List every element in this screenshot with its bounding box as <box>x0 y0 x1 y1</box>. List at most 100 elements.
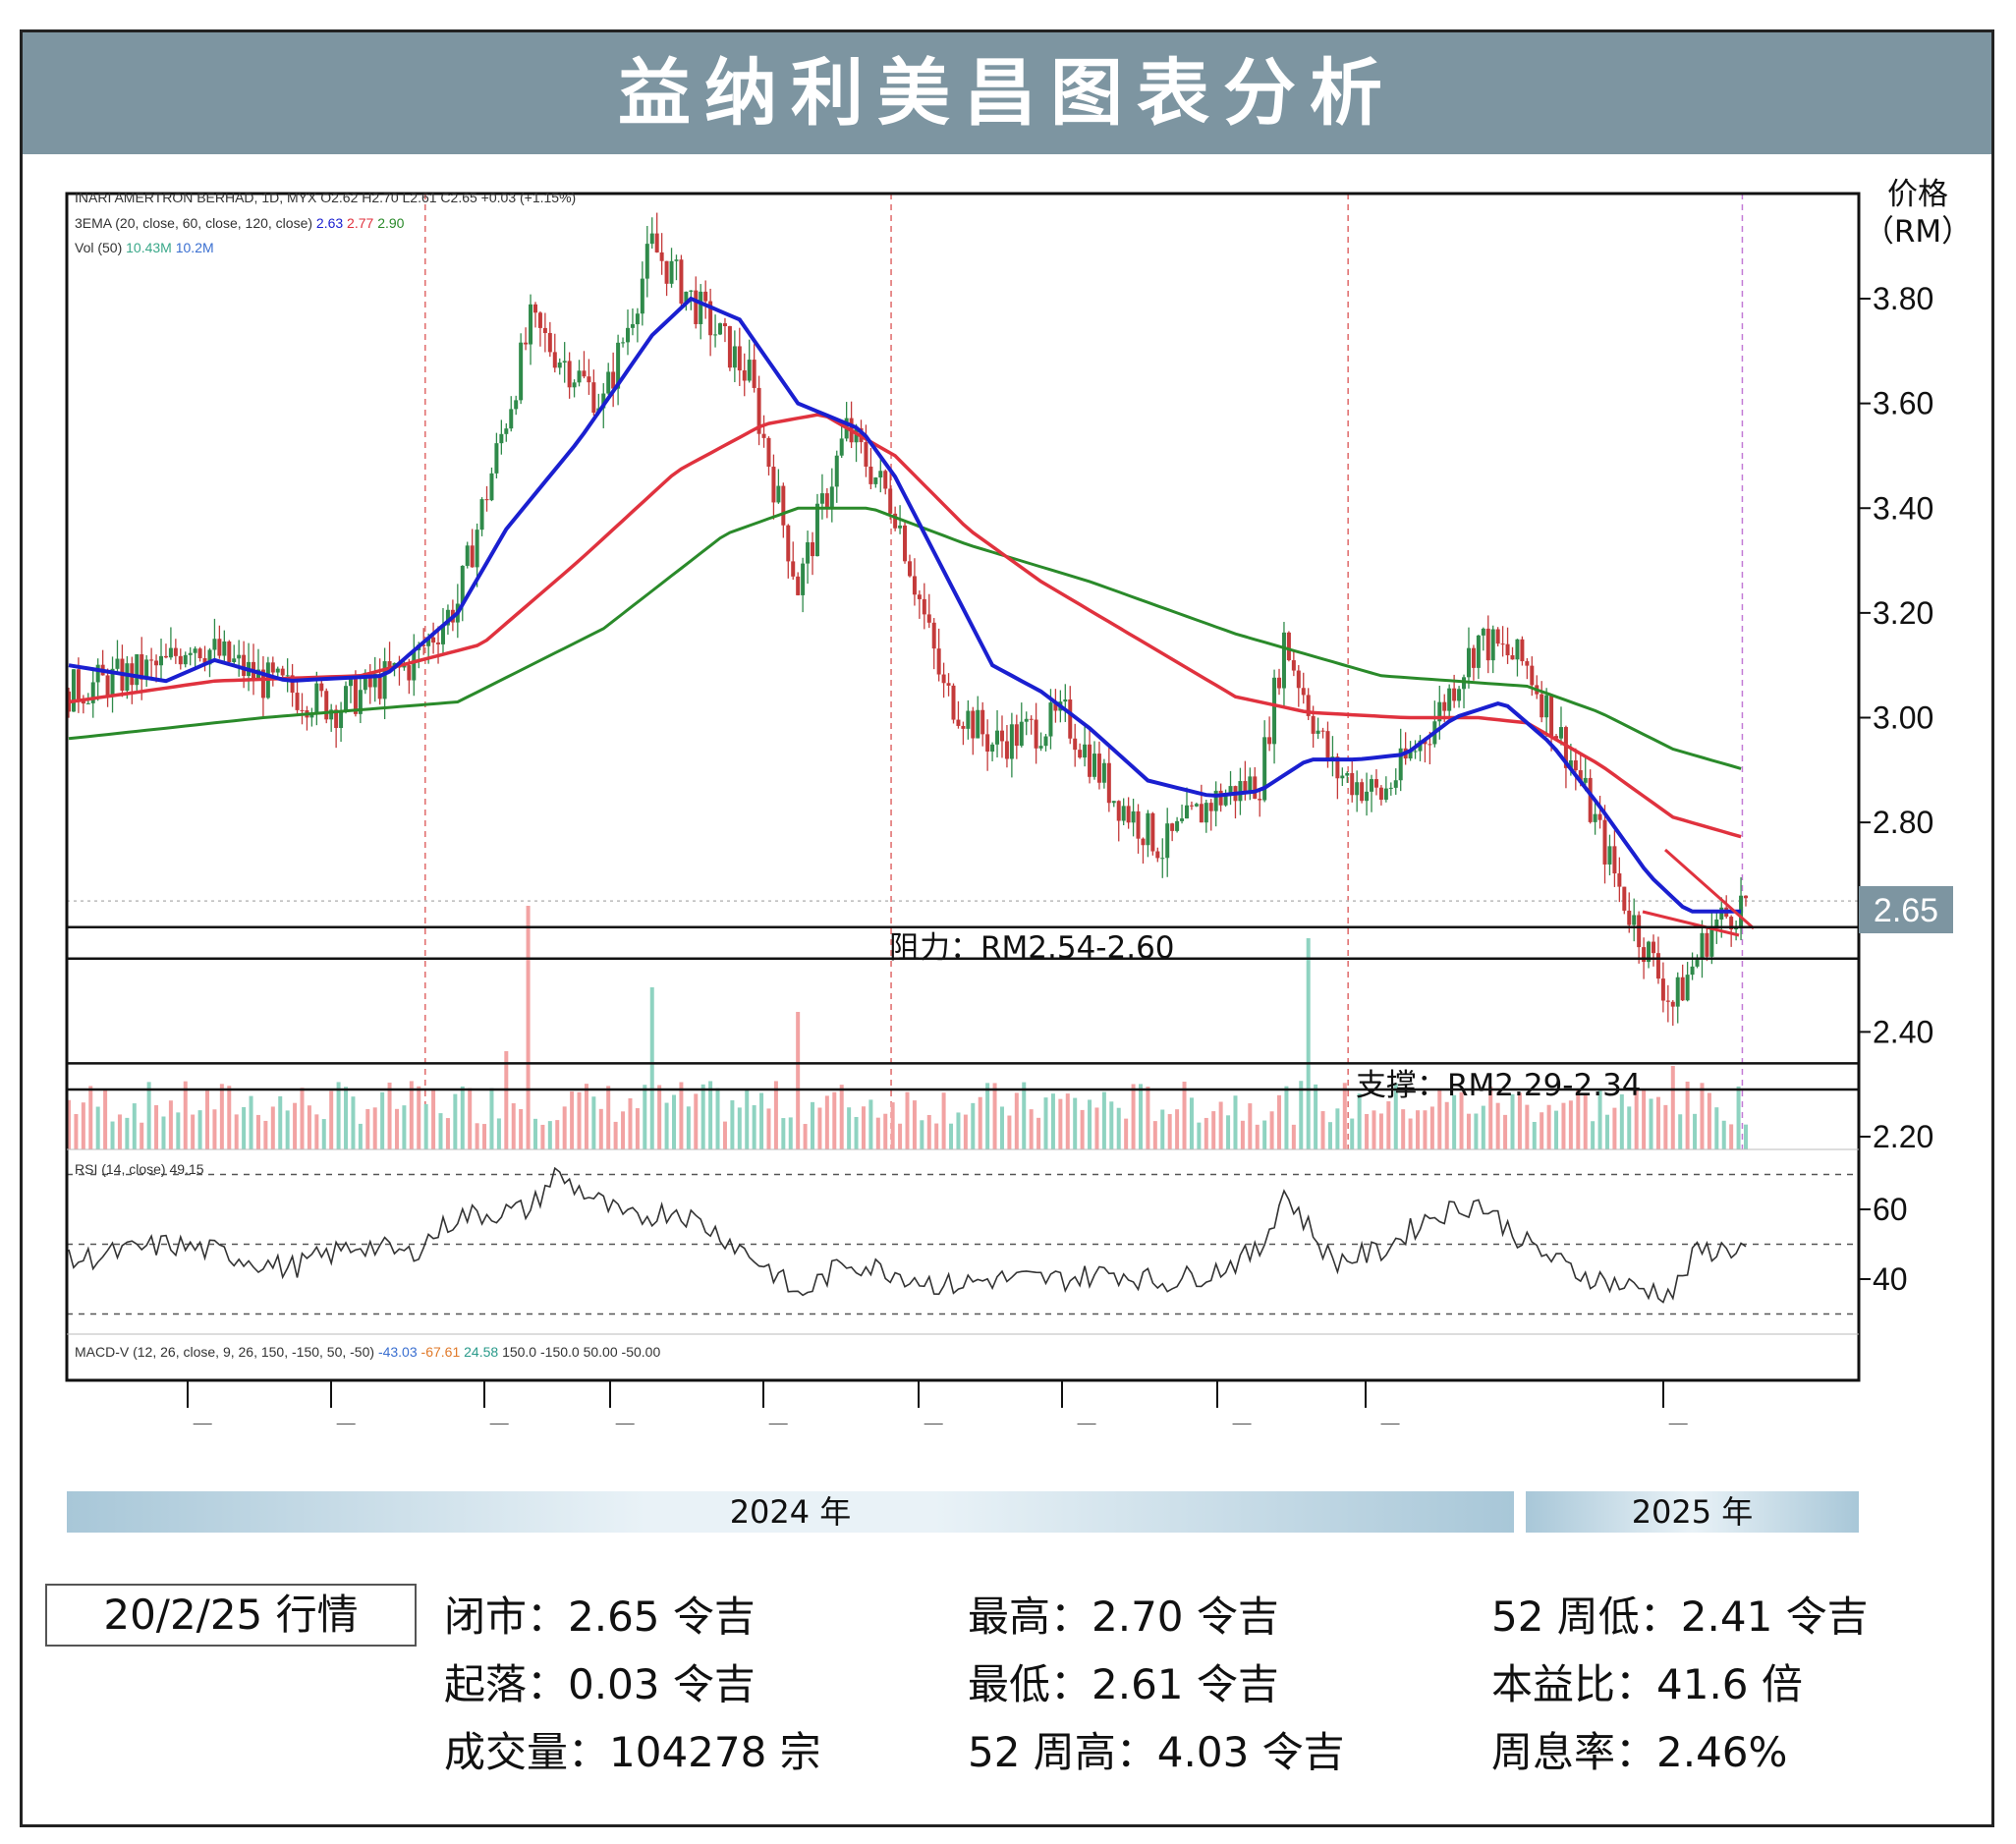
candle-body <box>1705 932 1709 957</box>
candle-body <box>781 485 786 526</box>
candle-body <box>484 499 489 501</box>
stat-close: 闭市：2.65 令吉 <box>444 1593 756 1641</box>
volume-bar <box>103 1090 108 1149</box>
ema20-line <box>68 296 1742 914</box>
candle-body <box>718 323 723 335</box>
volume-bar <box>1612 1107 1617 1149</box>
volume-bar <box>1416 1110 1421 1149</box>
volume-bar <box>1240 1120 1245 1149</box>
price-tick-label: 2.20 <box>1873 1119 1933 1154</box>
candle-body <box>426 637 431 646</box>
candle-body <box>1325 731 1330 760</box>
candle-body <box>1213 790 1218 811</box>
volume-bar <box>847 1107 852 1149</box>
rsi-header: RSI (14, close) 49.15 <box>75 1161 204 1177</box>
candle-body <box>1665 1000 1670 1002</box>
candle-body <box>1442 701 1447 711</box>
candle-body <box>232 658 237 663</box>
last-price-badge <box>1859 886 1953 933</box>
last-price-label: 2.65 <box>1874 892 1938 929</box>
month-tick-label: 4 月 <box>158 1421 218 1425</box>
volume-bar <box>205 1090 210 1149</box>
page-title: 益纳利美昌图表分析 <box>618 51 1396 136</box>
candle-body <box>1685 975 1690 1001</box>
volume-bar <box>999 1106 1004 1149</box>
volume-bar <box>1327 1122 1332 1149</box>
volume-bar <box>344 1087 349 1149</box>
price-tick-label: 3.40 <box>1873 490 1933 526</box>
support-resistance-zones <box>67 925 1859 1091</box>
volume-bar <box>1554 1110 1559 1149</box>
candle-body <box>1612 846 1617 874</box>
candle-body <box>1476 635 1481 668</box>
volume-bar <box>875 1117 880 1149</box>
axes: 3.80 3.60 3.40 3.20 3.00 2.80 2.40 2.20 60 40 4 月 5… <box>65 192 1933 1425</box>
volume-bar <box>649 987 654 1149</box>
candle-body <box>504 428 509 434</box>
candle-body <box>572 382 577 388</box>
volume-bar <box>898 1123 903 1149</box>
symbol-header: INARI AMERTRON BERHAD, 1D, MYX O2.62 H2.… <box>75 190 576 205</box>
volume-bar <box>1138 1084 1143 1149</box>
volume-bar <box>1721 1120 1726 1149</box>
volume-bar <box>730 1100 735 1149</box>
candle-body <box>1360 782 1365 802</box>
volume-bar <box>737 1107 742 1149</box>
volume-bar <box>489 1088 494 1149</box>
volume-bar <box>1576 1090 1581 1149</box>
volume-bar <box>883 1113 888 1149</box>
volume-bar <box>1466 1113 1471 1149</box>
volume-bar <box>1700 1083 1705 1149</box>
rsi-line <box>68 1166 1747 1304</box>
volume-bar <box>1350 1118 1355 1149</box>
volume-bar <box>1029 1109 1034 1149</box>
volume-bar <box>934 1123 939 1149</box>
ema-lines <box>68 296 1755 937</box>
candle-body <box>367 672 372 688</box>
volume-bar <box>117 1114 122 1149</box>
candle-body <box>654 233 659 252</box>
candle-body <box>1024 718 1029 722</box>
volume-bar <box>759 1092 764 1149</box>
price-tick-label: 3.00 <box>1873 700 1933 736</box>
month-tick-label: 7 月 <box>581 1421 641 1425</box>
stat-yield: 周息率：2.46% <box>1491 1728 1788 1776</box>
candle-body <box>270 662 275 673</box>
candle-body <box>529 304 533 345</box>
candle-body <box>1617 873 1622 887</box>
candle-body <box>689 290 694 292</box>
candle-body <box>1199 804 1204 823</box>
candle-body <box>149 659 154 661</box>
candle-body <box>980 709 985 735</box>
candle-body <box>786 525 791 562</box>
volume-bar <box>1517 1092 1522 1149</box>
candle-body <box>806 542 811 564</box>
candle-body <box>737 346 742 371</box>
candle-body <box>1568 760 1573 768</box>
candle-body <box>1695 958 1700 967</box>
candle-body <box>85 702 90 704</box>
candle-body <box>197 648 202 659</box>
volume-bar <box>1540 1112 1544 1149</box>
candle-body <box>144 659 149 680</box>
candle-body <box>1014 724 1019 747</box>
volume-bar <box>125 1117 130 1149</box>
candle-body <box>1365 791 1370 802</box>
volume-bar <box>1262 1120 1267 1149</box>
candle-body <box>912 576 917 595</box>
volume-bar <box>1597 1090 1602 1149</box>
candle-body <box>1413 751 1418 753</box>
candle-body <box>917 594 922 599</box>
candle-body <box>1490 629 1495 661</box>
candle-body <box>159 655 164 666</box>
stat-52w-low: 52 周低：2.41 令吉 <box>1491 1593 1869 1641</box>
candle-body <box>178 655 183 665</box>
volume-bar <box>176 1112 181 1149</box>
candle-body <box>999 730 1004 742</box>
volume-bar <box>1429 1106 1434 1149</box>
candle-body <box>814 503 819 557</box>
candle-body <box>756 387 761 434</box>
volume-bar <box>532 1118 537 1149</box>
volume-bar <box>1335 1108 1340 1149</box>
candle-body <box>407 665 412 681</box>
